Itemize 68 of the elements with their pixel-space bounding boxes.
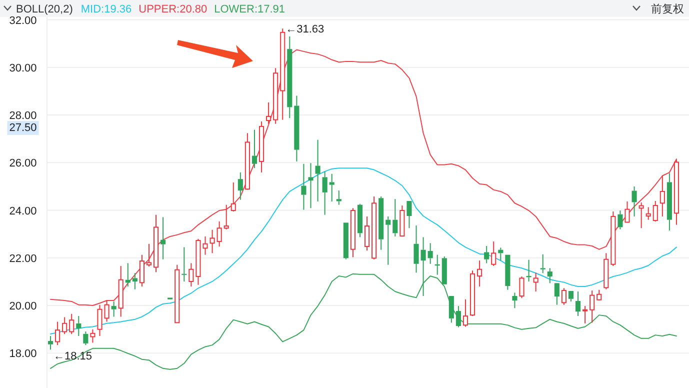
candlestick [294, 95, 300, 162]
candlestick [118, 266, 124, 318]
y-tick-label: 18.00 [9, 348, 37, 360]
candlestick [202, 236, 208, 256]
candlestick [258, 120, 264, 173]
y-tick-label: 26.00 [9, 158, 37, 170]
candlestick [484, 245, 490, 264]
text: MID:19.36 [80, 4, 132, 16]
candlestick [266, 102, 272, 124]
annotation: 前复权 [651, 4, 684, 16]
candlestick [512, 292, 518, 309]
candlestick [238, 172, 243, 200]
candlestick [343, 222, 348, 260]
y-tick-label: 32.00 [9, 14, 37, 27]
candlestick [188, 262, 194, 287]
candlestick [182, 246, 187, 282]
candlestick [252, 129, 258, 169]
text: 27.50 [9, 122, 37, 134]
candlestick [554, 283, 560, 306]
candlestick [160, 216, 166, 260]
candlestick [392, 198, 398, 237]
text: LOWER:17.91 [214, 4, 286, 16]
y-tick-label: 22.00 [9, 252, 37, 265]
y-tick-label: 20.00 [9, 300, 37, 313]
y-tick-label: 24.00 [9, 205, 37, 218]
candlestick [315, 139, 320, 202]
candlestick [632, 186, 637, 217]
candlestick [287, 36, 292, 119]
candlestick [386, 216, 391, 266]
line-series [50, 49, 677, 306]
candlestick [308, 162, 314, 209]
candlestick [48, 336, 54, 350]
candlestick [301, 163, 306, 210]
candlestick [547, 268, 552, 284]
legend-title: BOLL(20,2) [16, 4, 73, 16]
y-tick-label: 28.00 [9, 110, 37, 122]
candlestick [582, 306, 588, 324]
candlestick [406, 200, 412, 229]
candlestick [618, 210, 623, 230]
candlestick [357, 203, 363, 238]
candlestick [55, 321, 60, 346]
candlestick [666, 172, 672, 232]
candlestick [575, 290, 581, 317]
candlestick [111, 300, 116, 318]
annotation: ←31.63 [286, 24, 324, 36]
candlestick [336, 190, 342, 206]
candlestick [76, 316, 82, 337]
candlestick [448, 296, 454, 324]
candlestick [329, 173, 334, 202]
y-tick-label: 30.00 [9, 62, 37, 74]
text: UPPER:20.80 [138, 4, 208, 16]
candlestick [210, 229, 215, 254]
candlestick [132, 272, 138, 290]
candlestick [322, 170, 328, 216]
candlestick [660, 175, 665, 217]
candlestick [505, 254, 510, 290]
candlestick [540, 254, 546, 274]
candlestick [414, 225, 419, 274]
candlestick [590, 290, 595, 324]
candlestick [568, 291, 574, 302]
candlestick [280, 28, 286, 120]
candlestick [153, 214, 159, 273]
candlestick [646, 206, 651, 220]
candlestick [174, 264, 180, 324]
candlestick [428, 242, 433, 264]
candlestick [638, 202, 644, 229]
candlestick [533, 272, 538, 292]
candlestick [477, 260, 482, 287]
